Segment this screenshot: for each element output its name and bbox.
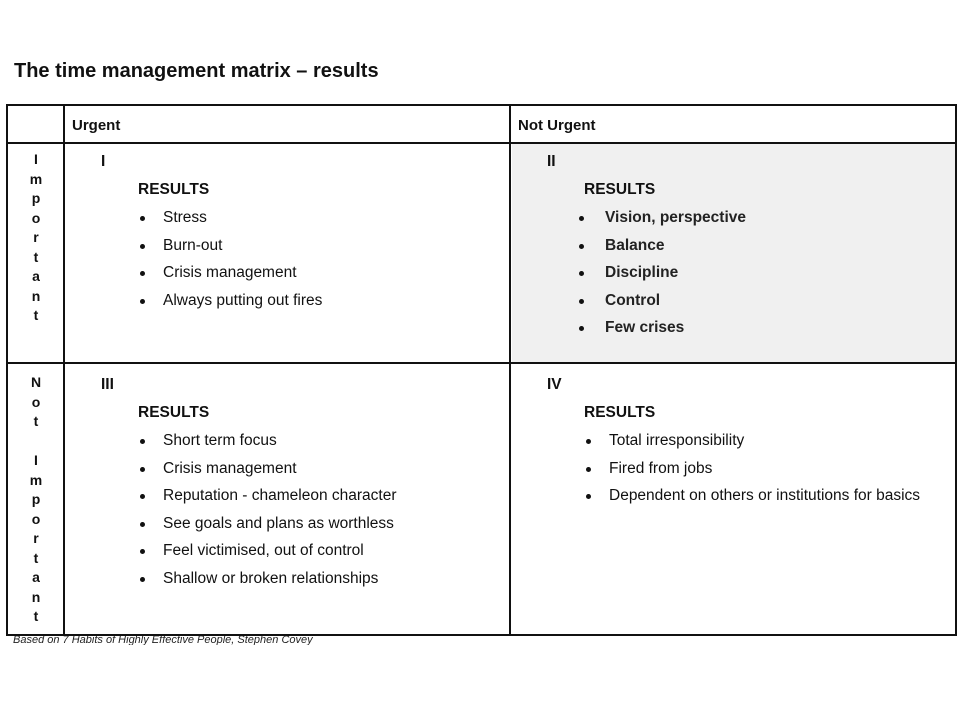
list-item: Crisis management bbox=[138, 459, 397, 487]
row-label-letter: t bbox=[33, 608, 39, 624]
quadrant-i: I RESULTS Stress Burn-out Crisis management A… bbox=[101, 152, 322, 318]
header-urgent: Urgent bbox=[72, 117, 121, 134]
row-label-letter: t bbox=[33, 413, 39, 429]
row-label-letter: t bbox=[33, 307, 39, 323]
row-label-letter: m bbox=[29, 170, 43, 187]
list-item: Discipline bbox=[579, 263, 746, 291]
list-item: Stress bbox=[138, 208, 322, 236]
quadrant-heading: RESULTS bbox=[138, 181, 210, 198]
row-label-letter: n bbox=[31, 287, 41, 304]
quadrant-heading: RESULTS bbox=[138, 404, 210, 421]
row-label-letter: I bbox=[34, 151, 38, 167]
list-item: Always putting out fires bbox=[138, 291, 322, 319]
row-label-letter: r bbox=[33, 530, 39, 546]
footnote: Based on 7 Habits of Highly Effective Pe… bbox=[13, 636, 313, 645]
row-label-letter: p bbox=[31, 190, 41, 206]
quadrant-numeral: IV bbox=[547, 376, 562, 393]
list-item: See goals and plans as worthless bbox=[138, 514, 397, 542]
results-list: Short term focus Crisis management Reputat… bbox=[138, 431, 397, 596]
row-label-letter bbox=[8, 432, 64, 452]
results-list: Stress Burn-out Crisis management Always pu… bbox=[138, 208, 322, 318]
list-item: Fired from jobs bbox=[584, 459, 920, 487]
row-label-letter: a bbox=[32, 569, 40, 585]
row-label-letter: m bbox=[29, 471, 43, 488]
quadrant-iii: III RESULTS Short term focus Crisis managem… bbox=[101, 375, 397, 596]
list-item: Few crises bbox=[579, 318, 746, 346]
list-item: Reputation - chameleon character bbox=[138, 486, 397, 514]
list-item: Dependent on others or institutions for … bbox=[584, 486, 920, 514]
divider bbox=[8, 142, 955, 144]
row-label-letter: o bbox=[31, 209, 41, 226]
row-label-letter: o bbox=[31, 510, 41, 527]
list-item: Feel victimised, out of control bbox=[138, 541, 397, 569]
page-title: The time management matrix – results bbox=[14, 60, 379, 82]
quadrant-numeral: I bbox=[101, 153, 106, 170]
quadrant-numeral: III bbox=[101, 376, 114, 393]
row-label-letter: t bbox=[33, 549, 39, 566]
quadrant-ii-shading bbox=[512, 143, 955, 364]
quadrant-heading: RESULTS bbox=[584, 181, 656, 198]
row-label-letter: a bbox=[32, 268, 40, 284]
divider bbox=[8, 362, 955, 364]
divider bbox=[63, 106, 65, 634]
list-item: Balance bbox=[579, 236, 746, 264]
list-item: Short term focus bbox=[138, 431, 397, 459]
footnote-text: Based on 7 Habits of Highly Effective Pe… bbox=[13, 636, 313, 645]
list-item: Burn-out bbox=[138, 236, 322, 264]
row-label-letter: n bbox=[31, 588, 41, 605]
list-item: Shallow or broken relationships bbox=[138, 569, 397, 597]
results-list: Vision, perspective Balance Discipline Cont… bbox=[579, 208, 746, 346]
row-label-letter: o bbox=[31, 393, 41, 410]
results-list: Total irresponsibility Fired from jobs Dep… bbox=[584, 431, 920, 514]
list-item: Total irresponsibility bbox=[584, 431, 920, 459]
quadrant-heading: RESULTS bbox=[584, 404, 656, 421]
row-label-letter: I bbox=[34, 452, 38, 468]
quadrant-iv: IV RESULTS Total irresponsibility Fired fro… bbox=[547, 375, 920, 514]
row-label-letter: r bbox=[33, 229, 39, 245]
quadrant-ii: II RESULTS Vision, perspective Balance Disci… bbox=[547, 152, 746, 346]
list-item: Control bbox=[579, 291, 746, 319]
row-label-letter: N bbox=[30, 374, 42, 390]
list-item: Crisis management bbox=[138, 263, 322, 291]
header-not-urgent: Not Urgent bbox=[518, 117, 596, 134]
divider bbox=[509, 106, 511, 634]
list-item: Vision, perspective bbox=[579, 208, 746, 236]
row-label-letter: t bbox=[33, 248, 39, 265]
row-label-letter: p bbox=[31, 491, 41, 507]
quadrant-numeral: II bbox=[547, 153, 556, 170]
